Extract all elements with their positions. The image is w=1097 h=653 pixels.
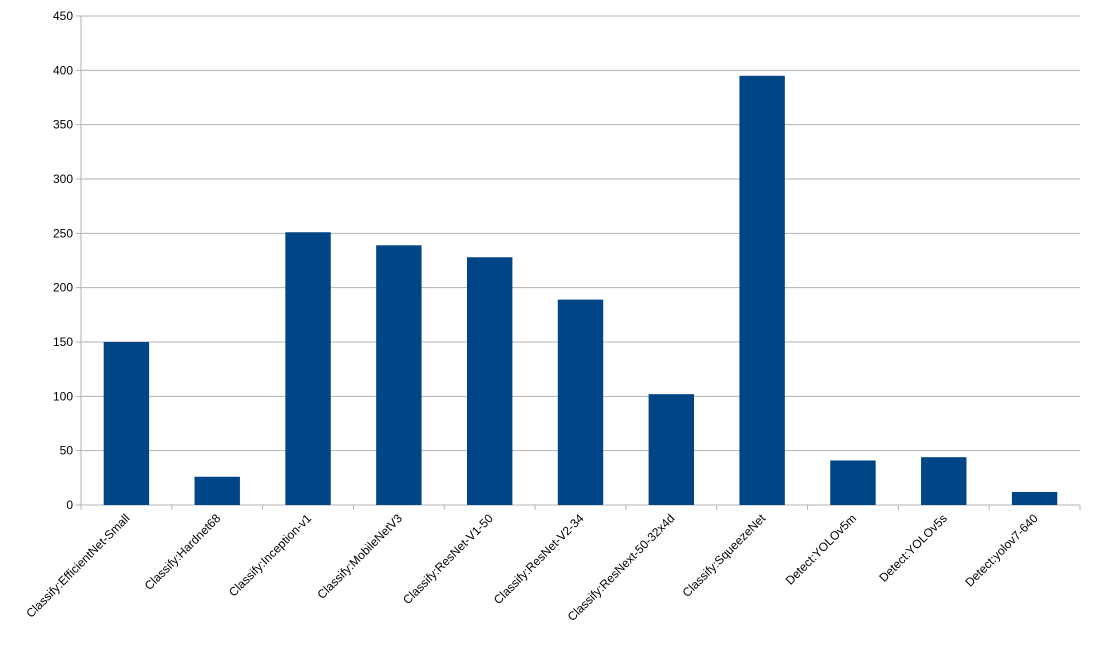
x-tick-label: Classify:EfficientNet-Small — [23, 511, 132, 620]
y-tick-label: 100 — [53, 389, 73, 403]
bar — [285, 232, 331, 505]
bar — [648, 394, 695, 505]
bar — [103, 342, 150, 505]
x-tick-label: Classify:Hardnet68 — [142, 511, 224, 593]
x-tick-label: Detect:yolov7-640 — [962, 511, 1041, 590]
y-tick-label: 250 — [53, 226, 73, 240]
x-tick-label: Classify:Inception-v1 — [226, 511, 314, 599]
y-tick-label: 400 — [53, 63, 73, 77]
bar — [1011, 491, 1058, 505]
bar — [376, 245, 422, 505]
y-tick-label: 200 — [53, 281, 73, 295]
y-tick-label: 450 — [53, 9, 73, 23]
x-tick-label: Detect:YOLOv5m — [783, 511, 859, 587]
y-tick-label: 0 — [66, 498, 73, 512]
y-tick-label: 50 — [60, 444, 74, 458]
x-tick-label: Classify:MobileNetV3 — [314, 511, 405, 602]
y-tick-label: 150 — [53, 335, 73, 349]
x-tick-label: Classify:SqueezeNet — [680, 511, 769, 600]
bar — [830, 460, 876, 505]
x-tick-label: Classify:ResNext-50-32x4d — [565, 511, 678, 624]
bar — [466, 257, 513, 505]
y-tick-label: 350 — [53, 118, 73, 132]
y-tick-label: 300 — [53, 172, 73, 186]
x-tick-label: Classify:ResNet-V1-50 — [400, 511, 496, 607]
bar — [557, 299, 604, 505]
bar — [739, 75, 785, 506]
x-tick-label: Classify:ResNet-V2-34 — [491, 511, 587, 607]
bar — [194, 476, 240, 505]
x-tick-label: Detect:YOLOv5s — [876, 511, 950, 585]
bar — [921, 457, 967, 505]
